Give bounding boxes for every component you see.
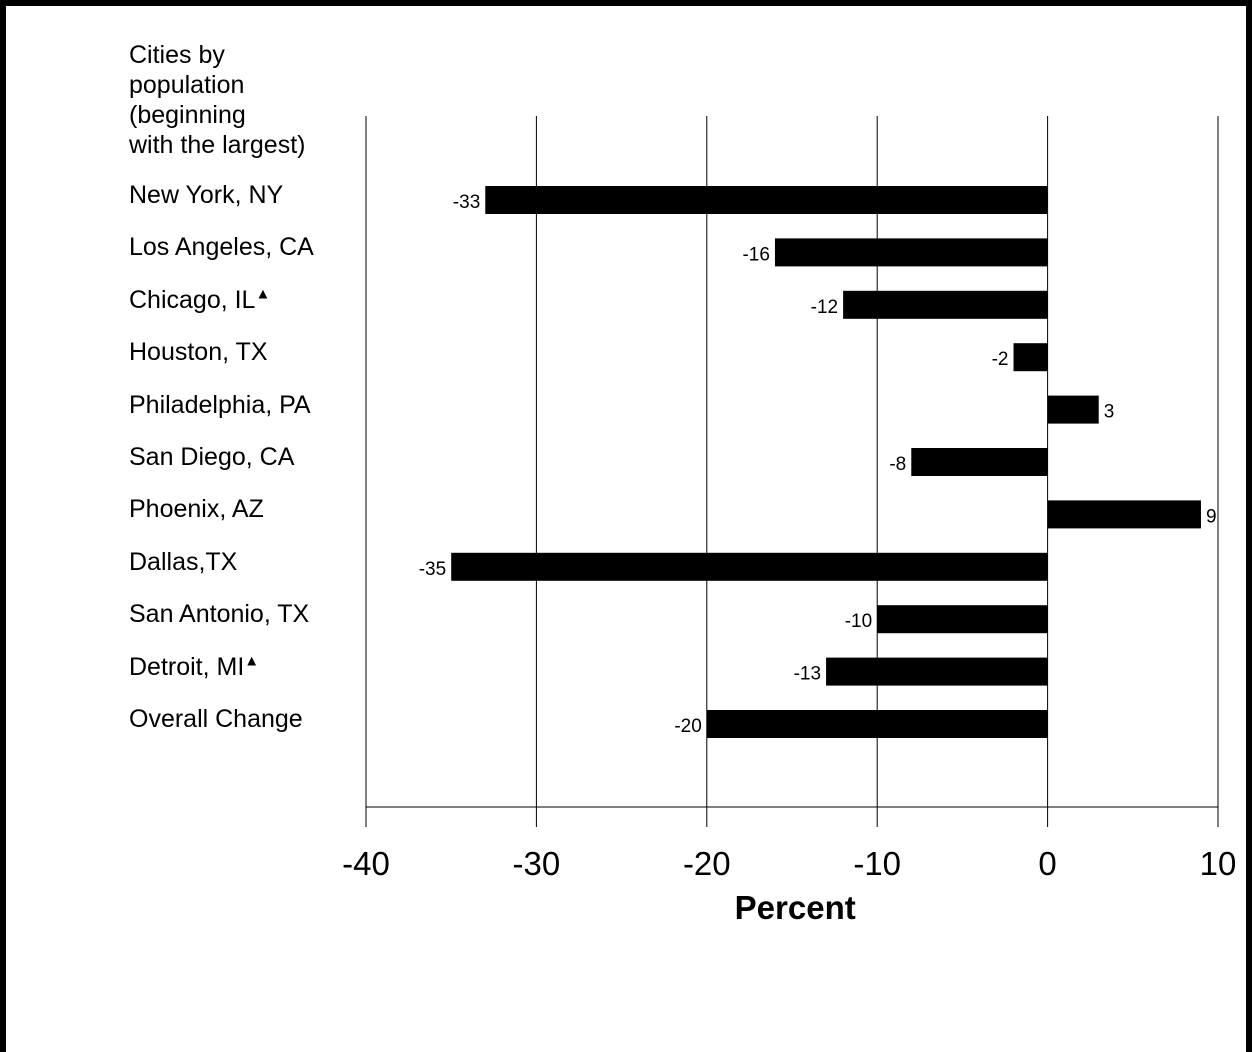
- bar: [877, 605, 1048, 634]
- category-label-text: Houston, TX: [129, 338, 268, 367]
- bar: [1013, 343, 1048, 372]
- category-label: Dallas,TX: [129, 547, 237, 577]
- x-tick-label: -30: [513, 845, 561, 882]
- category-label: Detroit, MI▲: [129, 652, 259, 682]
- bar: [774, 238, 1048, 267]
- bar: [451, 552, 1048, 581]
- value-label: -12: [811, 297, 838, 318]
- value-label: -16: [742, 244, 769, 265]
- value-label: -2: [992, 349, 1009, 370]
- triangle-marker-icon: ▲: [255, 285, 271, 303]
- category-label: Houston, TX: [129, 337, 268, 367]
- x-axis-title: Percent: [735, 889, 856, 926]
- category-label-text: Philadelphia, PA: [129, 390, 311, 419]
- bar: [485, 186, 1048, 214]
- bar: [843, 290, 1048, 319]
- bar: [911, 448, 1048, 476]
- x-tick-label: -10: [853, 845, 901, 882]
- x-tick-label: -40: [342, 845, 390, 882]
- bar: [1047, 395, 1099, 424]
- x-tick-label: -20: [683, 845, 731, 882]
- x-tick-label: 0: [1038, 845, 1056, 882]
- value-label: -33: [453, 192, 480, 213]
- category-label-text: Phoenix, AZ: [129, 495, 264, 524]
- value-label: -35: [419, 559, 446, 580]
- category-label: Chicago, IL▲: [129, 285, 270, 315]
- category-label: Phoenix, AZ: [129, 494, 264, 524]
- category-label: Overall Change: [129, 704, 303, 734]
- category-label-text: Los Angeles, CA: [129, 233, 314, 262]
- category-label-text: San Diego, CA: [129, 443, 295, 471]
- bar-chart: -40 -30 -20 -10 0 10 Percent -33 -16 -12 -2 3 -8 9 -35…: [342, 116, 1237, 926]
- value-label: -10: [845, 611, 872, 632]
- category-label: Los Angeles, CA: [129, 232, 314, 262]
- category-label-text: Overall Change: [129, 705, 303, 733]
- category-label: San Antonio, TX: [129, 599, 309, 629]
- category-label-text: Chicago, IL: [129, 285, 256, 314]
- category-label-text: Dallas,TX: [129, 547, 238, 576]
- value-label: -8: [889, 454, 906, 475]
- bar: [1047, 500, 1201, 529]
- value-label: -20: [674, 716, 701, 737]
- category-label-text: Detroit, MI: [129, 652, 245, 681]
- value-label: -13: [794, 664, 821, 685]
- triangle-marker-icon: ▲: [244, 652, 260, 670]
- x-tick-label: 10: [1200, 845, 1237, 882]
- y-axis-title: Cities by population (beginning with the…: [129, 41, 306, 159]
- category-label-text: San Antonio, TX: [129, 600, 310, 629]
- bar: [706, 710, 1048, 738]
- category-label: San Diego, CA: [129, 442, 294, 472]
- value-label: 9: [1206, 506, 1217, 527]
- category-label-text: New York, NY: [129, 181, 284, 209]
- bar: [826, 657, 1048, 686]
- category-label: Philadelphia, PA: [129, 390, 311, 420]
- value-label: 3: [1104, 402, 1115, 423]
- category-label: New York, NY: [129, 180, 283, 210]
